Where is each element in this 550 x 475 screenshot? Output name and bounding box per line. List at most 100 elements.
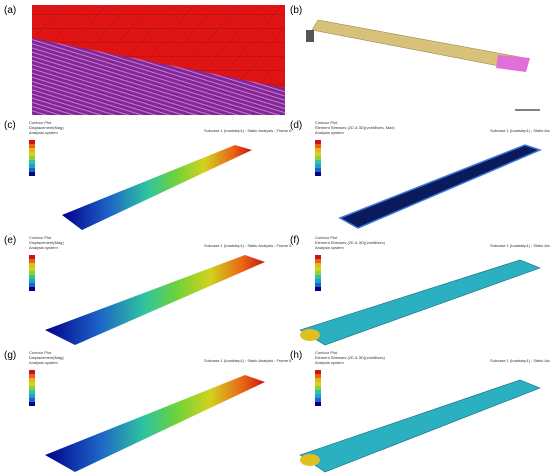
panels (32, 5, 543, 473)
legend-text: Contour Plot (29, 235, 52, 240)
color-bar-cell (315, 402, 321, 406)
panel-label: (b) (290, 5, 302, 16)
frame-info: Subcase 1 (loadstep1) : Static Analysis … (490, 128, 550, 133)
color-bar-cell (29, 390, 35, 394)
beam-end (496, 55, 530, 72)
color-bar-cell (315, 378, 321, 382)
color-bar-cell (315, 144, 321, 148)
panel-label: (h) (290, 350, 302, 361)
color-bar-cell (29, 279, 35, 283)
beam (45, 255, 265, 345)
legend-text: Analysis system (315, 130, 344, 135)
legend-text: Displacement(Mag) (29, 125, 64, 130)
legend-text: Contour Plot (29, 120, 52, 125)
color-bar-cell (29, 287, 35, 291)
color-bar-cell (29, 283, 35, 287)
panel-label: (d) (290, 120, 302, 131)
color-bar-cell (29, 259, 35, 263)
color-bar-cell (315, 156, 321, 160)
legends (29, 140, 321, 406)
legend-text: Analysis system (29, 245, 58, 250)
legend-text: Element Stresses (2D & 3D)(vonMises) (315, 355, 385, 360)
frame-info: Subcase 1 (loadstep1) : Static Analysis … (204, 243, 292, 248)
color-bar-cell (315, 279, 321, 283)
panel-label: (e) (4, 235, 16, 246)
legend-text: Contour Plot (315, 350, 338, 355)
color-bar-cell (29, 140, 35, 144)
color-bar-cell (315, 140, 321, 144)
color-bar-cell (29, 263, 35, 267)
legend-text: Displacement(Mag) (29, 240, 64, 245)
color-bar-cell (29, 144, 35, 148)
color-bar-cell (29, 394, 35, 398)
color-bar-cell (315, 271, 321, 275)
color-bar-cell (315, 390, 321, 394)
legend-text: Contour Plot (315, 120, 338, 125)
color-bar-cell (315, 164, 321, 168)
beam (299, 379, 541, 473)
color-bar-cell (29, 402, 35, 406)
frame-info: Subcase 1 (loadstep1) : Static Analysis … (490, 358, 550, 363)
panel-label: (g) (4, 350, 16, 361)
color-bar-cell (315, 370, 321, 374)
legend-text: Analysis system (315, 360, 344, 365)
color-bar-cell (29, 398, 35, 402)
legend-text: Element Stresses (2D & 3D)(vonMises) (315, 240, 385, 245)
color-bar-cell (315, 287, 321, 291)
stress-hotspot (300, 329, 320, 341)
color-bar-cell (29, 156, 35, 160)
frame-info: Subcase 1 (loadstep1) : Static Analysis … (204, 128, 292, 133)
color-bar-cell (29, 267, 35, 271)
color-bar-cell (315, 168, 321, 172)
color-bar-cell (315, 259, 321, 263)
color-bar-cell (315, 382, 321, 386)
color-bar-cell (29, 148, 35, 152)
color-bar-cell (315, 148, 321, 152)
legend-text: Analysis system (315, 245, 344, 250)
color-bar-cell (29, 172, 35, 176)
color-bar-cell (315, 386, 321, 390)
beam (299, 259, 541, 346)
frame-info: Subcase 1 (loadstep1) : Static Analysis … (490, 243, 550, 248)
color-bar-cell (315, 263, 321, 267)
color-bar-cell (315, 160, 321, 164)
color-bar-cell (315, 255, 321, 259)
color-bar-cell (29, 152, 35, 156)
legend-text: Contour Plot (315, 235, 338, 240)
color-bar-cell (29, 378, 35, 382)
color-bar-cell (315, 374, 321, 378)
legend-text: Displacement(Mag) (29, 355, 64, 360)
color-bar-cell (315, 152, 321, 156)
beam (62, 145, 252, 230)
color-bar-cell (29, 382, 35, 386)
color-bar-cell (315, 398, 321, 402)
labels: (a) (b)(c) Contour PlotDisplacement(Mag)An… (4, 5, 550, 365)
color-bar-cell (315, 394, 321, 398)
panel-label: (c) (4, 120, 16, 131)
legend-text: Analysis system (29, 130, 58, 135)
color-bar-cell (29, 374, 35, 378)
color-bar-cell (29, 275, 35, 279)
support (306, 30, 314, 42)
panel-label: (f) (290, 235, 299, 246)
color-bar-cell (29, 255, 35, 259)
beam (311, 19, 526, 71)
stress-hotspot (300, 454, 320, 466)
color-bar-cell (29, 370, 35, 374)
color-bar-cell (29, 271, 35, 275)
beam (338, 144, 543, 229)
panel-label: (a) (4, 5, 16, 16)
color-bar-cell (29, 168, 35, 172)
color-bar-cell (29, 164, 35, 168)
beam (45, 375, 265, 472)
color-bar-cell (315, 275, 321, 279)
legend-text: Analysis system (29, 360, 58, 365)
color-bar-cell (29, 160, 35, 164)
color-bar-cell (315, 267, 321, 271)
legend-text: Element Stresses (2D & 3D)(vonMises, Max… (315, 125, 395, 130)
mesh-layers (32, 38, 285, 115)
color-bar-cell (29, 386, 35, 390)
color-bar-cell (315, 283, 321, 287)
legend-text: Contour Plot (29, 350, 52, 355)
